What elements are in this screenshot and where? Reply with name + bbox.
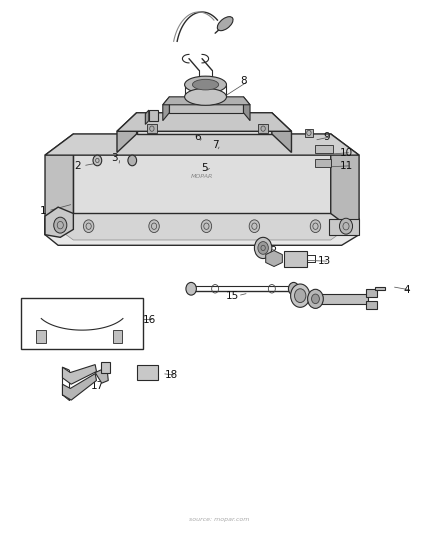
Ellipse shape [93,155,102,166]
Text: 2: 2 [74,161,81,171]
Polygon shape [145,110,148,124]
Polygon shape [113,330,122,343]
Polygon shape [136,113,271,134]
Ellipse shape [184,76,226,93]
Polygon shape [169,97,243,113]
Ellipse shape [288,282,298,295]
Text: source: mopar.com: source: mopar.com [189,517,249,522]
Ellipse shape [217,17,233,31]
Polygon shape [265,251,282,266]
Polygon shape [136,365,158,381]
Text: 8: 8 [240,76,246,86]
Text: 1: 1 [39,206,46,216]
Ellipse shape [257,241,268,254]
Polygon shape [95,367,108,383]
Polygon shape [315,294,367,304]
Polygon shape [101,362,110,373]
Polygon shape [36,330,46,343]
Text: 10: 10 [339,148,352,158]
Polygon shape [73,134,330,214]
Polygon shape [45,207,73,237]
Text: 9: 9 [322,132,329,142]
Polygon shape [45,134,73,235]
Polygon shape [257,124,268,133]
Ellipse shape [311,294,319,304]
Polygon shape [162,97,250,105]
Text: 16: 16 [143,314,156,325]
Polygon shape [365,289,376,297]
Ellipse shape [201,220,211,232]
Text: 7: 7 [212,140,218,150]
Text: 5: 5 [201,164,207,173]
Polygon shape [330,134,358,235]
Polygon shape [117,113,136,152]
Polygon shape [64,214,339,240]
Text: 14: 14 [308,293,321,303]
Ellipse shape [83,220,94,232]
Polygon shape [62,374,96,400]
Text: 13: 13 [317,256,330,266]
Polygon shape [45,134,358,155]
Text: 3: 3 [111,153,118,163]
Polygon shape [45,207,358,245]
Ellipse shape [127,155,136,166]
Ellipse shape [294,289,305,303]
Ellipse shape [339,218,352,234]
Text: 15: 15 [226,290,239,301]
Ellipse shape [254,237,271,259]
Bar [21,298,143,349]
Polygon shape [117,113,291,131]
Text: 11: 11 [339,161,352,171]
Ellipse shape [307,289,322,309]
Ellipse shape [148,220,159,232]
Text: 6: 6 [194,132,201,142]
Polygon shape [314,159,330,167]
Polygon shape [243,97,250,120]
Ellipse shape [53,217,67,233]
Ellipse shape [185,282,196,295]
Polygon shape [162,97,169,120]
Ellipse shape [290,284,309,308]
Text: 4: 4 [403,285,410,295]
Polygon shape [304,128,313,136]
Text: 12: 12 [265,246,278,256]
Polygon shape [315,144,332,152]
Polygon shape [328,219,358,235]
Ellipse shape [192,79,218,90]
Polygon shape [283,251,306,266]
Text: 18: 18 [165,370,178,380]
Polygon shape [62,365,96,384]
Polygon shape [365,301,376,309]
Text: MOPAR: MOPAR [191,174,213,179]
Polygon shape [271,113,291,152]
Ellipse shape [184,88,226,106]
Text: 17: 17 [91,381,104,391]
Ellipse shape [310,220,320,232]
Polygon shape [374,287,385,290]
Polygon shape [148,110,158,120]
Polygon shape [146,124,157,133]
Ellipse shape [249,220,259,232]
